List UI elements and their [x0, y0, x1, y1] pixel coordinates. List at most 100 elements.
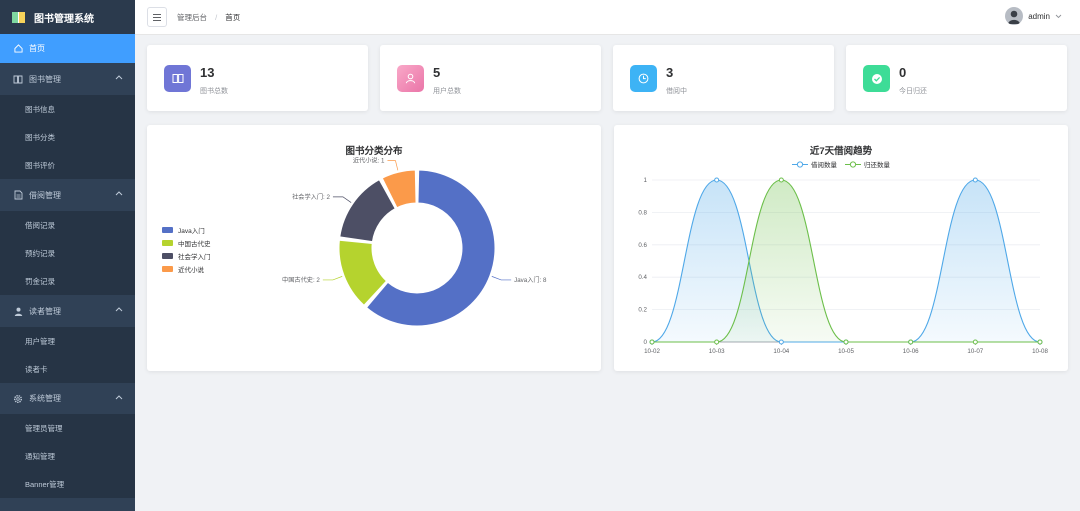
- y-tick-label: 0.2: [638, 307, 647, 314]
- stat-label: 今日归还: [899, 88, 927, 95]
- pie-slice[interactable]: [366, 169, 496, 327]
- legend-swatch: [845, 160, 861, 168]
- sidebar-group-readers[interactable]: 读者管理: [0, 295, 135, 327]
- legend-item[interactable]: 归还数量: [845, 159, 890, 169]
- stat-value: 13: [200, 65, 215, 80]
- stat-icon-box: [164, 65, 191, 92]
- series-area: [652, 180, 1040, 342]
- stat-card-users: 5 用户总数: [380, 45, 601, 111]
- sidebar-item-user-management[interactable]: 用户管理: [0, 327, 135, 355]
- legend-item[interactable]: 社会学入门: [162, 249, 211, 262]
- sidebar-item-banner-management[interactable]: Banner管理: [0, 470, 135, 498]
- data-point[interactable]: [778, 339, 784, 345]
- legend-label: 近代小说: [178, 266, 204, 274]
- pie-label-line: [332, 196, 352, 203]
- sidebar-group-label: 借阅管理: [29, 190, 61, 200]
- sidebar-item-label: 首页: [29, 44, 45, 53]
- breadcrumb-item[interactable]: 管理后台: [177, 12, 207, 22]
- chart-title: 图书分类分布: [345, 146, 403, 157]
- stat-value: 3: [666, 65, 674, 80]
- sidebar-item-admin-management[interactable]: 管理员管理: [0, 414, 135, 442]
- chevron-up-icon: [115, 307, 123, 312]
- x-tick-label: 10-05: [838, 348, 854, 355]
- sidebar-group-borrow[interactable]: 借阅管理: [0, 179, 135, 211]
- data-point[interactable]: [714, 177, 720, 183]
- legend-item[interactable]: 中国古代史: [162, 236, 211, 249]
- stat-label: 借阅中: [666, 88, 687, 95]
- sidebar-item-borrow-records[interactable]: 借阅记录: [0, 211, 135, 239]
- pie-slice[interactable]: [381, 169, 417, 209]
- chart-title: 近7天借阅趋势: [809, 146, 873, 157]
- chevron-up-icon: [115, 191, 123, 196]
- sidebar: 图书管理系统 首页 图书管理 图书信息 图书分类 图书评价 借阅管理 借阅记录 …: [0, 0, 135, 511]
- x-tick-label: 10-06: [903, 348, 919, 355]
- sidebar-item-home[interactable]: 首页: [0, 34, 135, 63]
- chevron-up-icon: [115, 75, 123, 80]
- legend-label: 社会学入门: [178, 253, 211, 261]
- stat-value: 5: [433, 65, 441, 80]
- stat-label: 图书总数: [200, 88, 228, 95]
- y-tick-label: 0: [644, 339, 648, 346]
- sidebar-group-label: 系统管理: [29, 394, 61, 403]
- y-tick-label: 0.6: [638, 242, 647, 249]
- sidebar-item-notice-management[interactable]: 通知管理: [0, 442, 135, 470]
- data-point[interactable]: [778, 177, 784, 183]
- pie-label-line: [322, 276, 343, 281]
- legend-item[interactable]: 借阅数量: [792, 159, 837, 169]
- category-chart-panel: 图书分类分布 Java入门 中国古代史 社会学入门 近代小说 Java入门: 8…: [147, 125, 601, 371]
- sidebar-group-books[interactable]: 图书管理: [0, 63, 135, 95]
- sidebar-item-reader-card[interactable]: 读者卡: [0, 355, 135, 383]
- data-point[interactable]: [908, 339, 914, 345]
- gear-icon: [13, 394, 23, 404]
- user-menu[interactable]: admin: [1005, 7, 1062, 25]
- pie-chart: Java入门: 8 中国古代史: 2 社会学入门: 2 近代小说: 1: [282, 157, 547, 327]
- y-tick-label: 0.8: [638, 209, 647, 216]
- pie-label-line: [491, 276, 512, 281]
- sidebar-item-label: Banner管理: [25, 479, 65, 489]
- user-icon: [405, 73, 416, 84]
- data-point[interactable]: [843, 339, 849, 345]
- sidebar-item-book-review[interactable]: 图书评价: [0, 151, 135, 179]
- line-chart: 0 0.2 0.4 0.6 0.8 1 10-02 10-03 10-04 10-05 10-06 1…: [638, 177, 1048, 355]
- pie-data-label: 近代小说: 1: [353, 157, 385, 165]
- chevron-down-icon: [1055, 14, 1062, 18]
- sidebar-item-book-info[interactable]: 图书信息: [0, 95, 135, 123]
- sidebar-group-label: 读者管理: [29, 306, 61, 316]
- sidebar-item-label: 读者卡: [25, 364, 48, 374]
- legend-swatch: [162, 239, 173, 246]
- stat-value: 0: [899, 65, 907, 80]
- x-tick-label: 10-07: [967, 348, 983, 355]
- y-tick-label: 0.4: [638, 274, 647, 281]
- avatar: [1005, 7, 1024, 25]
- legend-label: 借阅数量: [811, 162, 837, 169]
- sidebar-item-book-category[interactable]: 图书分类: [0, 123, 135, 151]
- pie-slice[interactable]: [339, 179, 396, 243]
- legend-item[interactable]: Java入门: [162, 223, 211, 236]
- data-point[interactable]: [649, 339, 655, 345]
- sidebar-group-system[interactable]: 系统管理: [0, 383, 135, 414]
- data-point[interactable]: [1037, 339, 1043, 345]
- clock-icon: [638, 73, 649, 84]
- data-point[interactable]: [972, 177, 978, 183]
- data-point[interactable]: [972, 339, 978, 345]
- breadcrumb-separator: /: [215, 12, 218, 22]
- sidebar-item-label: 管理员管理: [25, 423, 63, 433]
- series-line[interactable]: [652, 179, 1040, 343]
- menu-toggle-button[interactable]: [147, 7, 167, 27]
- data-point[interactable]: [714, 339, 720, 345]
- pie-slice[interactable]: [338, 239, 387, 306]
- stat-card-returned-today: 0 今日归还: [846, 45, 1067, 111]
- stat-card-borrowing: 3 借阅中: [613, 45, 834, 111]
- sidebar-item-reservation-records[interactable]: 预约记录: [0, 239, 135, 267]
- legend-item[interactable]: 近代小说: [162, 262, 211, 275]
- chevron-up-icon: [115, 395, 123, 400]
- document-icon: [13, 190, 23, 200]
- legend-swatch: [162, 226, 173, 233]
- sidebar-item-label: 图书信息: [25, 104, 55, 114]
- stat-label: 用户总数: [433, 88, 461, 95]
- pie-label-line: [387, 160, 399, 171]
- pie-data-label: Java入门: 8: [514, 276, 547, 284]
- sidebar-item-fine-records[interactable]: 罚金记录: [0, 267, 135, 295]
- x-tick-label: 10-02: [644, 348, 660, 355]
- legend-label: 归还数量: [864, 162, 890, 169]
